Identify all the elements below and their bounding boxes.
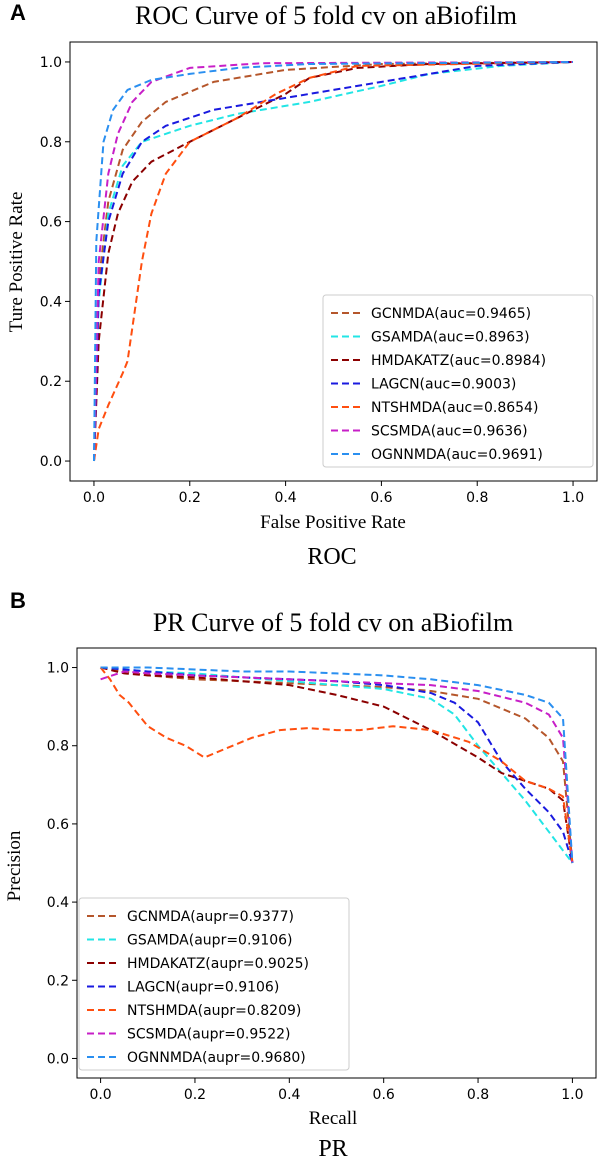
- pr-x-axis-label: Recall: [309, 1108, 358, 1129]
- roc-series-line-gcnmda: [93, 61, 574, 462]
- roc-legend: GCNMDA(auc=0.9465) GSAMDA(auc=0.8963) HMDA…: [322, 294, 594, 468]
- pr-legend-label: OGNNMDA(aupr=0.9680): [127, 1050, 306, 1066]
- pr-legend-label: SCSMDA(aupr=0.9522): [127, 1027, 290, 1043]
- roc-x-tick-label: 0.4: [274, 490, 296, 506]
- roc-x-axis-label: False Positive Rate: [260, 512, 406, 533]
- roc-series-line-ntshmda: [93, 61, 574, 462]
- pr-series-line-gcnmda: [100, 666, 574, 864]
- pr-legend-label: GCNMDA(aupr=0.9377): [127, 909, 294, 925]
- roc-y-axis-label: Ture Positive Rate: [6, 192, 27, 333]
- roc-y-tick-label: 0.4: [40, 294, 62, 310]
- pr-series-line-gsamda: [100, 666, 574, 864]
- roc-legend-label: OGNNMDA(auc=0.9691): [371, 447, 543, 463]
- pr-series-line-ognnmda: [100, 666, 574, 864]
- pr-y-tick-label: 0.0: [47, 1051, 69, 1067]
- pr-legend-label: NTSHMDA(aupr=0.8209): [127, 1003, 301, 1019]
- pr-y-tick-label: 0.6: [47, 817, 69, 833]
- roc-legend-label: NTSHMDA(auc=0.8654): [371, 400, 538, 416]
- pr-x-tick-label: 0.0: [89, 1087, 111, 1103]
- pr-series-line-ntshmda: [99, 666, 574, 864]
- roc-panel: A ROC Curve of 5 fold cv on aBiofilm 0.0…: [6, 0, 598, 570]
- roc-y-tick-label: 0.2: [40, 374, 62, 390]
- roc-x-tick-label: 0.0: [83, 490, 105, 506]
- pr-series-line-lagcn: [100, 666, 574, 864]
- pr-panel: B PR Curve of 5 fold cv on aBiofilm 0.0 0…: [4, 588, 597, 1162]
- roc-x-tick-label: 1.0: [562, 490, 584, 506]
- roc-x-tick-label: 0.2: [179, 490, 201, 506]
- pr-legend-label: HMDAKATZ(aupr=0.9025): [127, 956, 309, 972]
- roc-x-tick-label: 0.6: [370, 490, 392, 506]
- pr-y-axis-label: Precision: [4, 830, 25, 901]
- pr-y-tick-label: 0.4: [47, 895, 69, 911]
- pr-legend-box: [78, 897, 350, 1071]
- pr-plot-frame: [76, 647, 597, 1079]
- roc-title: ROC Curve of 5 fold cv on aBiofilm: [135, 1, 517, 30]
- pr-caption: PR: [318, 1136, 347, 1162]
- pr-series-line-scsmda: [100, 670, 574, 864]
- panel-letter-b: B: [10, 588, 26, 613]
- pr-y-tick-label: 0.8: [47, 739, 69, 755]
- pr-x-tick-label: 0.8: [467, 1087, 489, 1103]
- pr-title: PR Curve of 5 fold cv on aBiofilm: [153, 608, 513, 637]
- pr-series-line-hmdakatz: [100, 666, 574, 864]
- roc-y-tick-label: 0.0: [40, 454, 62, 470]
- pr-legend: GCNMDA(aupr=0.9377) GSAMDA(aupr=0.9106) HM…: [78, 897, 350, 1071]
- pr-x-tick-label: 1.0: [561, 1087, 583, 1103]
- roc-legend-label: SCSMDA(auc=0.9636): [371, 424, 528, 440]
- roc-x-tick-label: 0.8: [466, 490, 488, 506]
- roc-legend-label: HMDAKATZ(auc=0.8984): [371, 353, 546, 369]
- roc-plot-frame: [69, 41, 598, 482]
- roc-legend-box: [322, 294, 594, 468]
- pr-legend-label: LAGCN(aupr=0.9106): [127, 980, 279, 996]
- roc-y-tick-label: 0.6: [40, 215, 62, 231]
- pr-y-tick-label: 0.2: [47, 973, 69, 989]
- pr-x-tick-label: 0.2: [184, 1087, 206, 1103]
- roc-legend-label: LAGCN(auc=0.9003): [371, 377, 516, 393]
- roc-legend-label: GSAMDA(auc=0.8963): [371, 330, 530, 346]
- panel-letter-a: A: [10, 0, 26, 25]
- roc-series-line-hmdakatz: [93, 61, 574, 462]
- roc-series-line-ognnmda: [93, 61, 574, 462]
- roc-y-tick-label: 0.8: [40, 135, 62, 151]
- pr-legend-label: GSAMDA(aupr=0.9106): [127, 933, 293, 949]
- roc-series-line-scsmda: [93, 61, 574, 462]
- pr-y-tick-label: 1.0: [47, 661, 69, 677]
- roc-caption: ROC: [307, 544, 356, 570]
- pr-x-tick-label: 0.6: [373, 1087, 395, 1103]
- roc-legend-label: GCNMDA(auc=0.9465): [371, 306, 531, 322]
- pr-x-tick-label: 0.4: [278, 1087, 300, 1103]
- roc-y-tick-label: 1.0: [40, 55, 62, 71]
